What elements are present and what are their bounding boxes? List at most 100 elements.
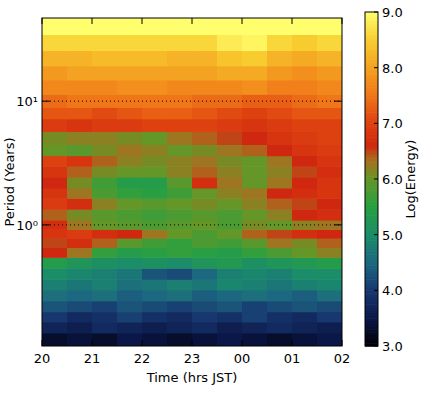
cell	[117, 34, 143, 51]
cell	[292, 209, 318, 220]
cell	[92, 80, 118, 95]
cell	[92, 18, 118, 35]
cell	[217, 198, 243, 209]
cell	[217, 188, 243, 199]
cell	[292, 257, 318, 268]
cell	[142, 50, 168, 66]
cell	[217, 229, 243, 238]
cell	[92, 268, 118, 280]
cell	[167, 156, 193, 167]
colorbar-tick-label: 7.0	[382, 116, 403, 131]
x-tick-label: 20	[34, 351, 51, 366]
cell	[267, 312, 293, 323]
cell	[192, 94, 218, 108]
cell	[92, 209, 118, 220]
cell	[142, 301, 168, 312]
cell	[92, 34, 118, 51]
cell	[267, 80, 293, 95]
cell	[192, 177, 218, 188]
cell	[192, 229, 218, 238]
cell	[117, 312, 143, 323]
cell	[42, 290, 68, 301]
cell	[217, 107, 243, 119]
cell	[242, 247, 268, 257]
cell	[242, 188, 268, 199]
colorbar-tick	[374, 234, 378, 235]
cell	[67, 177, 93, 188]
cell	[67, 312, 93, 323]
cell	[117, 301, 143, 312]
x-tick	[192, 340, 193, 346]
cell	[117, 177, 143, 188]
cell	[167, 131, 193, 145]
cell	[92, 156, 118, 167]
cell	[242, 50, 268, 66]
cell	[317, 220, 342, 230]
cell	[242, 322, 268, 333]
cell	[267, 166, 293, 177]
cell	[192, 34, 218, 51]
cell	[67, 34, 93, 51]
cell	[142, 18, 168, 35]
cell	[317, 50, 342, 66]
cell	[267, 66, 293, 81]
cell	[292, 177, 318, 188]
cell	[217, 238, 243, 248]
cell	[292, 144, 318, 156]
cell	[267, 301, 293, 312]
cell	[192, 198, 218, 209]
cell	[67, 290, 93, 301]
cell	[317, 322, 342, 333]
cell	[292, 268, 318, 280]
cell	[67, 188, 93, 199]
x-tick-label: 00	[234, 351, 251, 366]
cell	[167, 107, 193, 119]
cell	[167, 50, 193, 66]
cell	[242, 229, 268, 238]
cell	[67, 229, 93, 238]
cell	[117, 247, 143, 257]
cell	[42, 18, 68, 35]
cell	[292, 198, 318, 209]
x-tick	[142, 18, 143, 24]
x-tick-label: 01	[284, 351, 301, 366]
cell	[167, 18, 193, 35]
cell	[117, 238, 143, 248]
cell	[317, 312, 342, 323]
cell	[117, 131, 143, 145]
cell	[142, 144, 168, 156]
cell	[67, 301, 93, 312]
colorbar-tick-label: 5.0	[382, 228, 403, 243]
cell	[167, 301, 193, 312]
cell	[142, 80, 168, 95]
cell	[292, 312, 318, 323]
cell	[267, 156, 293, 167]
cell	[242, 209, 268, 220]
cell	[92, 198, 118, 209]
cell	[42, 166, 68, 177]
cell	[142, 177, 168, 188]
cell	[42, 198, 68, 209]
cell	[167, 119, 193, 132]
x-tick	[242, 340, 243, 346]
cell	[242, 301, 268, 312]
cell	[42, 229, 68, 238]
cell	[242, 312, 268, 323]
cell	[192, 238, 218, 248]
cell	[92, 107, 118, 119]
cell	[117, 80, 143, 95]
cell	[267, 198, 293, 209]
cell	[167, 198, 193, 209]
cell	[267, 188, 293, 199]
x-tick	[342, 340, 343, 346]
cell	[92, 66, 118, 81]
cell	[217, 80, 243, 95]
cell	[217, 322, 243, 333]
y-tick-label: 10¹	[16, 94, 38, 109]
cell	[67, 238, 93, 248]
cell	[67, 131, 93, 145]
cell	[167, 247, 193, 257]
cell	[242, 107, 268, 119]
cell	[217, 257, 243, 268]
cell	[117, 144, 143, 156]
